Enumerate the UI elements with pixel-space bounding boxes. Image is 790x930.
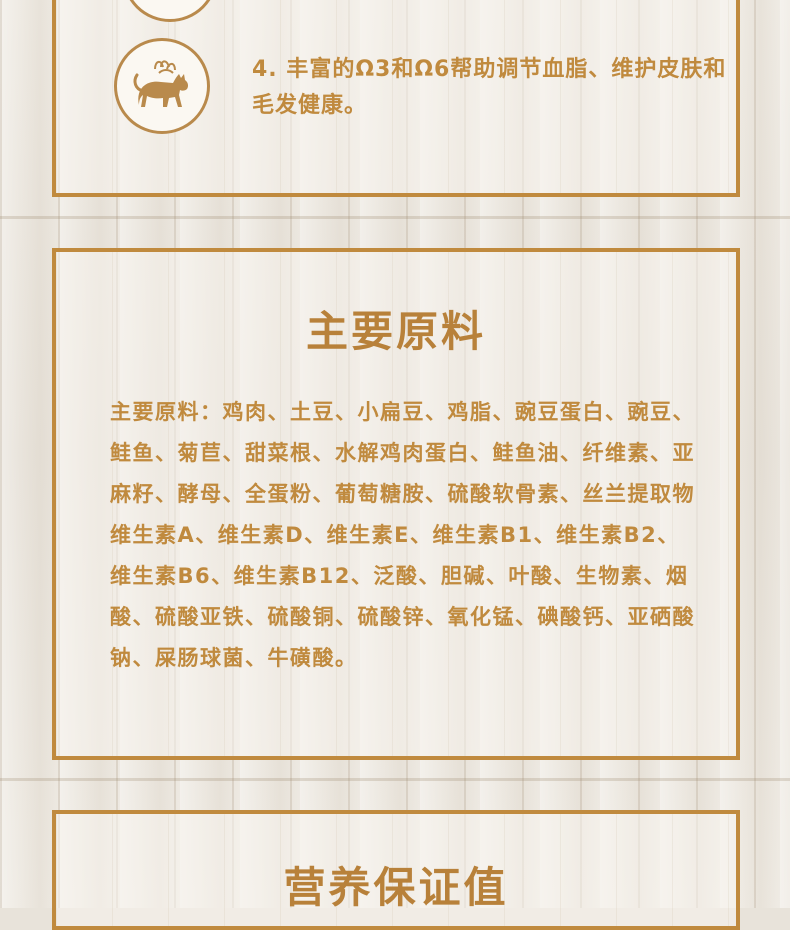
- cat-icon-graphic: [133, 60, 189, 107]
- ingredients-title: 主要原料: [305, 307, 486, 356]
- nutrition-title: 营养保证值: [283, 863, 509, 912]
- feature-text: 4. 丰富的Ω3和Ω6帮助调节血脂、维护皮肤和毛发健康。: [252, 57, 727, 118]
- feature-panel: 4. 丰富的Ω3和Ω6帮助调节血脂、维护皮肤和毛发健康。: [52, 0, 740, 197]
- feature-icon-previous: [122, 0, 218, 22]
- cat-icon: [114, 38, 210, 134]
- plank-seam: [0, 216, 790, 219]
- plank-seam: [0, 778, 790, 781]
- nutrition-panel: 营养保证值: [52, 810, 740, 930]
- ingredients-panel: 主要原料 主要原料：鸡肉、土豆、小扁豆、鸡脂、豌豆蛋白、豌豆、鲑鱼、菊苣、甜菜根…: [52, 248, 740, 760]
- ingredients-text: 主要原料：鸡肉、土豆、小扁豆、鸡脂、豌豆蛋白、豌豆、鲑鱼、菊苣、甜菜根、水解鸡肉…: [110, 400, 695, 670]
